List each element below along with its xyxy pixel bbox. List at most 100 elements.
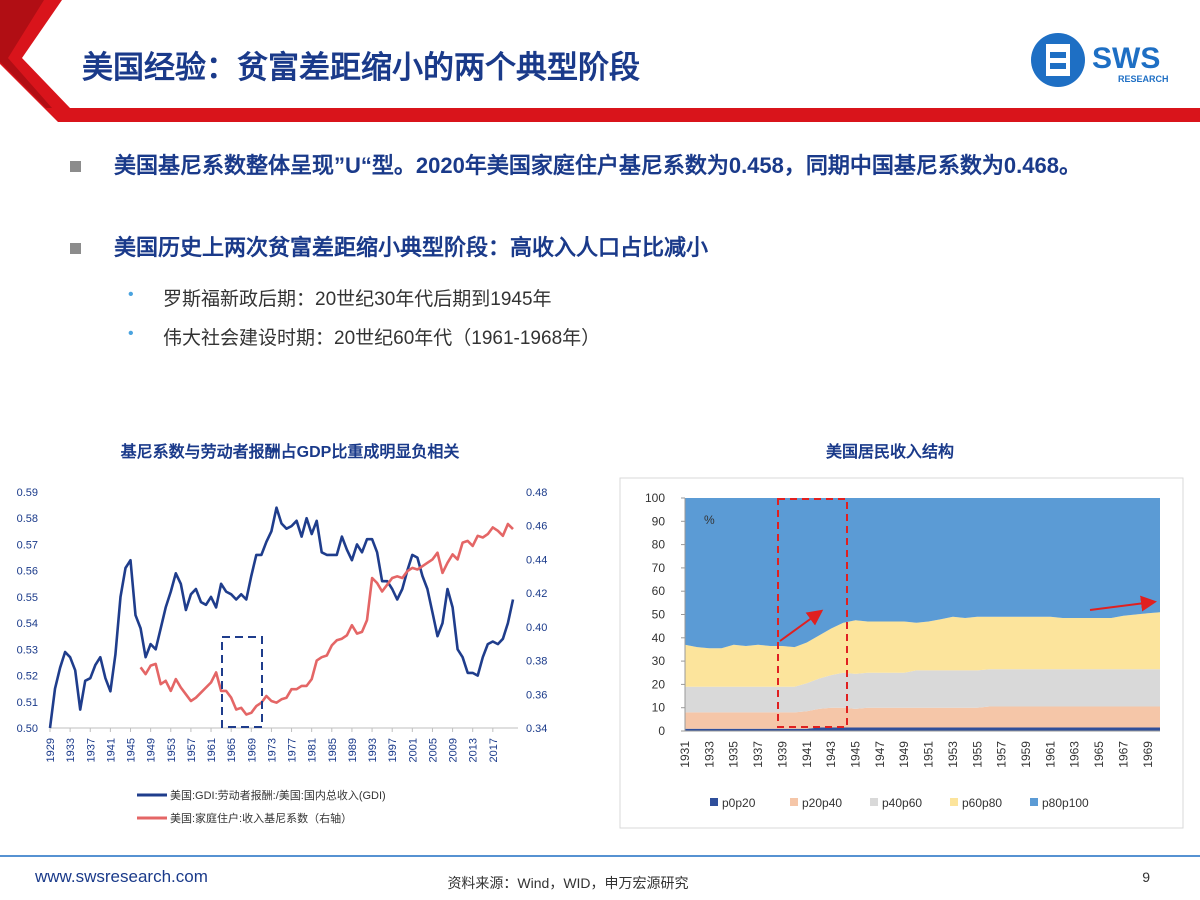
stacked-area xyxy=(685,669,1160,713)
x-tick-label: 1957 xyxy=(995,741,1009,768)
x-tick-label: 1953 xyxy=(946,741,960,768)
x-tick-label: 1989 xyxy=(347,738,359,762)
y2-tick-label: 0.34 xyxy=(526,723,547,735)
header-band xyxy=(0,0,1200,122)
y-tick-label: 0.58 xyxy=(17,513,38,525)
highlight-box xyxy=(221,636,263,728)
x-tick-label: 1947 xyxy=(873,741,887,768)
x-tick-label: 1965 xyxy=(226,738,238,762)
legend-swatch xyxy=(950,798,958,806)
x-tick-label: 1957 xyxy=(186,738,198,762)
y2-tick-label: 0.38 xyxy=(526,656,547,668)
y-tick-label: 60 xyxy=(652,584,666,598)
legend-label: p0p20 xyxy=(722,796,756,810)
x-tick-label: 1955 xyxy=(970,741,984,768)
x-tick-label: 1937 xyxy=(85,738,97,762)
page-number: 9 xyxy=(1142,869,1150,885)
x-tick-label: 1933 xyxy=(702,741,716,768)
x-tick-label: 1951 xyxy=(922,741,936,768)
legend-label: p80p100 xyxy=(1042,796,1089,810)
stacked-area xyxy=(685,612,1160,687)
y-tick-label: 0.51 xyxy=(17,697,38,709)
x-tick-label: 2017 xyxy=(488,738,500,762)
logo-text: SWS xyxy=(1092,42,1160,75)
x-tick-label: 1941 xyxy=(105,738,117,762)
y-tick-label: 0.55 xyxy=(17,592,38,604)
legend-label: p40p60 xyxy=(882,796,922,810)
legend-label: 美国:GDI:劳动者报酬:/美国:国内总收入(GDI) xyxy=(170,788,386,802)
y-tick-label: 0.53 xyxy=(17,644,38,656)
stacked-area xyxy=(685,727,1160,731)
chart-title: 美国居民收入结构 xyxy=(826,442,954,461)
y-tick-label: 0.50 xyxy=(17,723,38,735)
trend-arrow xyxy=(1089,595,1157,612)
y2-tick-label: 0.46 xyxy=(526,521,547,533)
header: 美国经验：贫富差距缩小的两个典型阶段 SWS RESEARCH xyxy=(0,0,1200,122)
x-tick-label: 1961 xyxy=(206,738,218,762)
x-tick-label: 1997 xyxy=(387,738,399,762)
footer-url: www.swsresearch.com xyxy=(34,867,208,886)
y-tick-label: 70 xyxy=(652,561,666,575)
x-tick-label: 1945 xyxy=(849,741,863,768)
legend-label: p20p40 xyxy=(802,796,842,810)
y-tick-label: 20 xyxy=(652,677,666,691)
y2-tick-label: 0.48 xyxy=(526,487,547,499)
legend-swatch xyxy=(710,798,718,806)
y-tick-label: 90 xyxy=(652,514,666,528)
y2-tick-label: 0.42 xyxy=(526,588,547,600)
y2-tick-label: 0.40 xyxy=(526,622,547,634)
legend-label: 美国:家庭住户:收入基尼系数（右轴） xyxy=(170,811,352,825)
legend-swatch xyxy=(870,798,878,806)
footer-source: 资料来源：Wind，WID，申万宏源研究 xyxy=(447,875,688,891)
x-tick-label: 1931 xyxy=(678,741,692,768)
highlight-box xyxy=(777,498,848,728)
series-line xyxy=(139,522,514,716)
logo-icon-stripe xyxy=(1050,63,1066,69)
logo-icon-stripe xyxy=(1050,52,1066,58)
bullet-marker xyxy=(70,243,81,254)
sub-bullet-marker: • xyxy=(128,286,134,303)
y-tick-label: 0.54 xyxy=(17,618,38,630)
x-tick-label: 1945 xyxy=(126,738,138,762)
bullet-marker xyxy=(70,161,81,172)
y-tick-label: 30 xyxy=(652,654,666,668)
x-tick-label: 1993 xyxy=(367,738,379,762)
x-tick-label: 1965 xyxy=(1092,741,1106,768)
annotation: % xyxy=(704,513,715,527)
logo-icon-inner xyxy=(1046,44,1070,76)
y-tick-label: 80 xyxy=(652,538,666,552)
x-tick-label: 1963 xyxy=(1068,741,1082,768)
x-tick-label: 1949 xyxy=(897,741,911,768)
stacked-area xyxy=(685,498,1160,649)
y-tick-label: 100 xyxy=(645,491,665,505)
page-title: 美国经验：贫富差距缩小的两个典型阶段 xyxy=(82,50,640,85)
y-tick-label: 10 xyxy=(652,701,666,715)
y-tick-label: 0.59 xyxy=(17,487,38,499)
x-tick-label: 1937 xyxy=(751,741,765,768)
x-tick-label: 1969 xyxy=(246,738,258,762)
y-tick-label: 0.52 xyxy=(17,671,38,683)
trend-arrow xyxy=(779,609,824,642)
header-accent xyxy=(0,0,52,108)
x-tick-label: 1985 xyxy=(327,738,339,762)
chart-title: 基尼系数与劳动者报酬占GDP比重成明显负相关 xyxy=(120,442,460,461)
y-tick-label: 0.57 xyxy=(17,539,38,551)
x-tick-label: 2013 xyxy=(468,738,480,762)
y2-tick-label: 0.44 xyxy=(526,554,547,566)
x-tick-label: 1961 xyxy=(1043,741,1057,768)
y-tick-label: 0 xyxy=(658,724,665,738)
bullet: 美国基尼系数整体呈现”U“型。2020年美国家庭住户基尼系数为0.458，同期中… xyxy=(114,153,1081,178)
x-tick-label: 1943 xyxy=(824,741,838,768)
x-tick-label: 1933 xyxy=(65,738,77,762)
chart-frame xyxy=(619,477,1184,829)
logo-subtext: RESEARCH xyxy=(1118,74,1169,84)
sub-bullet-marker: • xyxy=(128,325,134,342)
x-tick-label: 1959 xyxy=(1019,741,1033,768)
x-tick-label: 2005 xyxy=(427,738,439,762)
stacked-area xyxy=(685,706,1160,729)
y-tick-label: 0.56 xyxy=(17,566,38,578)
x-tick-label: 1929 xyxy=(45,738,57,762)
y2-tick-label: 0.36 xyxy=(526,689,547,701)
